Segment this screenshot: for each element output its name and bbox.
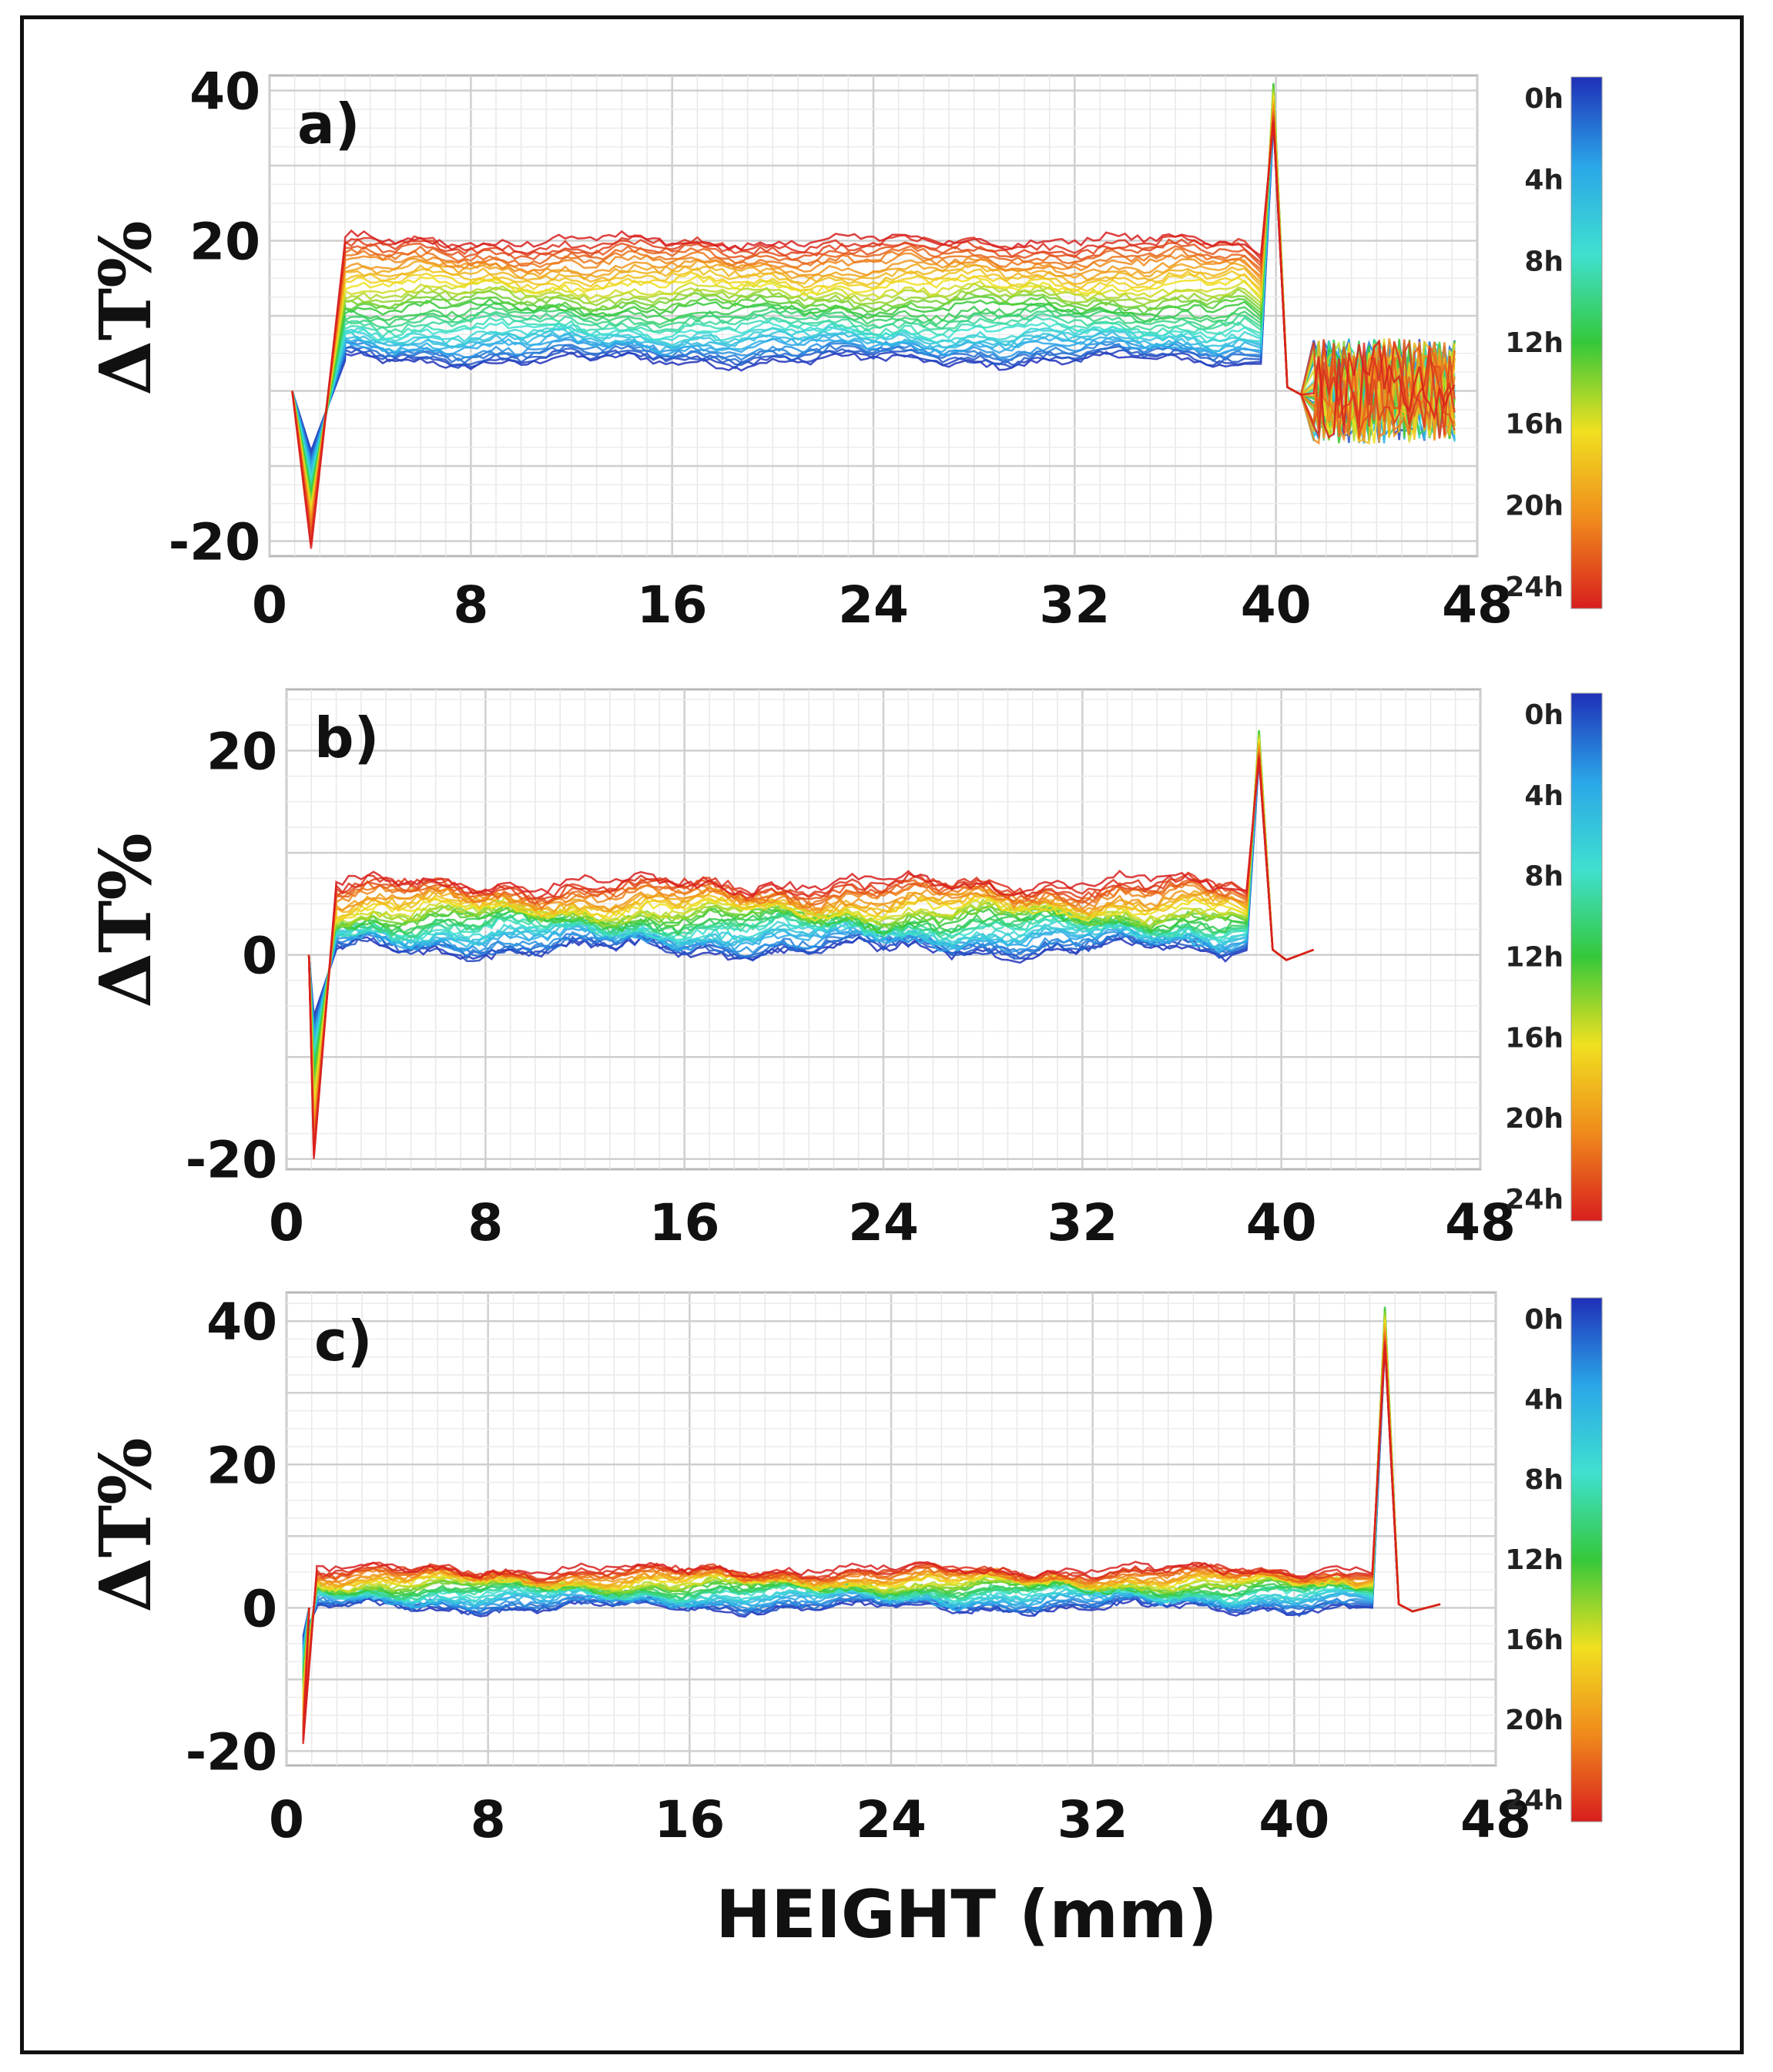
x-tick-label: 40 bbox=[1259, 1790, 1329, 1849]
panel-label: c) bbox=[314, 1309, 373, 1373]
colorbar-label: 12h bbox=[1505, 1544, 1564, 1576]
panel-label: b) bbox=[314, 706, 379, 770]
x-tick-label: 32 bbox=[1039, 575, 1110, 635]
series-line-24h bbox=[291, 121, 1456, 549]
x-tick-label: 24 bbox=[848, 1193, 919, 1252]
x-tick-label: 40 bbox=[1246, 1193, 1317, 1252]
x-tick-label: 48 bbox=[1460, 1790, 1531, 1849]
colorbar-label: 24h bbox=[1505, 1785, 1564, 1816]
colorbar-label: 12h bbox=[1505, 942, 1564, 974]
series-line-8h bbox=[307, 731, 1315, 1075]
colorbar-label: 4h bbox=[1524, 1384, 1564, 1416]
y-tick-label: -20 bbox=[186, 1131, 277, 1190]
x-tick-label: 16 bbox=[649, 1193, 720, 1252]
x-tick-label: 8 bbox=[468, 1193, 503, 1252]
colorbar-label: 20h bbox=[1505, 1103, 1564, 1135]
x-tick-label: 24 bbox=[856, 1790, 927, 1849]
series-line-24h bbox=[302, 1344, 1441, 1745]
series-line-16h bbox=[307, 741, 1315, 1114]
x-tick-label: 8 bbox=[453, 575, 488, 635]
y-axis-label: ΔT% bbox=[84, 1437, 167, 1612]
colorbar-label: 8h bbox=[1524, 861, 1564, 893]
x-tick-label: 0 bbox=[269, 1790, 304, 1849]
y-tick-label: -20 bbox=[169, 513, 260, 572]
y-axis-label: ΔT% bbox=[84, 220, 167, 395]
x-tick-label: 48 bbox=[1445, 1193, 1516, 1252]
y-tick-label: 0 bbox=[242, 1579, 277, 1638]
x-tick-label: 40 bbox=[1241, 575, 1312, 635]
x-tick-label: 16 bbox=[654, 1790, 725, 1849]
y-tick-label: 20 bbox=[206, 723, 277, 782]
x-tick-label: 0 bbox=[269, 1193, 304, 1252]
panel-label: a) bbox=[297, 92, 360, 156]
colorbar-label: 8h bbox=[1524, 1464, 1564, 1496]
x-tick-label: 48 bbox=[1442, 575, 1513, 635]
colorbar-label: 20h bbox=[1505, 490, 1564, 521]
x-tick-label: 24 bbox=[838, 575, 909, 635]
colorbar-label: 16h bbox=[1505, 1624, 1564, 1656]
colorbar-label: 24h bbox=[1505, 1184, 1564, 1215]
x-tick-label: 32 bbox=[1057, 1790, 1128, 1849]
series-line-20h bbox=[307, 756, 1315, 1156]
series-line-20h bbox=[307, 752, 1315, 1146]
colorbar: 0h 4h 8h 12h 16h 20h 24h bbox=[1505, 1297, 1603, 1822]
series-line-8h bbox=[307, 733, 1315, 1071]
grid-lines bbox=[285, 1292, 1497, 1765]
y-tick-label: 20 bbox=[206, 1436, 277, 1495]
series-line-24h bbox=[307, 758, 1315, 1159]
colorbar-label: 20h bbox=[1505, 1705, 1564, 1736]
colorbar-strip bbox=[1570, 1297, 1603, 1822]
colorbar-label: 0h bbox=[1524, 1304, 1564, 1336]
x-axis-label: HEIGHT (mm) bbox=[716, 1876, 1218, 1953]
colorbar-label: 8h bbox=[1524, 246, 1564, 277]
colorbar-strip bbox=[1570, 76, 1603, 609]
series-lines bbox=[307, 729, 1315, 1159]
series-line-8h bbox=[307, 735, 1315, 1068]
colorbar-strip bbox=[1570, 692, 1603, 1222]
colorbar: 0h 4h 8h 12h 16h 20h 24h bbox=[1505, 692, 1603, 1222]
series-line-0h bbox=[307, 750, 1315, 1034]
y-tick-label: 0 bbox=[242, 927, 277, 986]
x-tick-label: 32 bbox=[1047, 1193, 1118, 1252]
series-lines bbox=[302, 1306, 1441, 1745]
y-tick-label: 40 bbox=[189, 62, 260, 122]
series-line-0h bbox=[307, 752, 1315, 1031]
colorbar-label: 4h bbox=[1524, 165, 1564, 196]
panels: -20 20 40 0 8 16 24 32 40 48 ΔT% a) 0h 4h 8h 12h 16h 20h 2… bbox=[84, 62, 1603, 1849]
y-tick-label: -20 bbox=[186, 1722, 277, 1782]
series-lines bbox=[291, 82, 1456, 549]
x-tick-label: 0 bbox=[252, 575, 287, 635]
colorbar-label: 0h bbox=[1524, 83, 1564, 115]
y-axis-label: ΔT% bbox=[84, 833, 167, 1008]
y-tick-label: 40 bbox=[206, 1292, 277, 1352]
colorbar-label: 0h bbox=[1524, 699, 1564, 731]
x-tick-label: 8 bbox=[471, 1790, 506, 1849]
colorbar-label: 16h bbox=[1505, 409, 1564, 441]
chart-panel-c: -20 0 20 40 0 8 16 24 32 40 48 ΔT% c) 0h 4h 8h 12h 16h 20h… bbox=[84, 1291, 1603, 1849]
colorbar-label: 4h bbox=[1524, 780, 1564, 812]
y-tick-label: 20 bbox=[189, 213, 260, 272]
colorbar-label: 24h bbox=[1505, 572, 1564, 603]
colorbar-label: 16h bbox=[1505, 1022, 1564, 1054]
colorbar: 0h 4h 8h 12h 16h 20h 24h bbox=[1505, 76, 1603, 609]
x-tick-label: 16 bbox=[637, 575, 708, 635]
colorbar-label: 12h bbox=[1505, 327, 1564, 359]
chart-panel-a: -20 20 40 0 8 16 24 32 40 48 ΔT% a) 0h 4h 8h 12h 16h 20h 2… bbox=[84, 62, 1603, 635]
